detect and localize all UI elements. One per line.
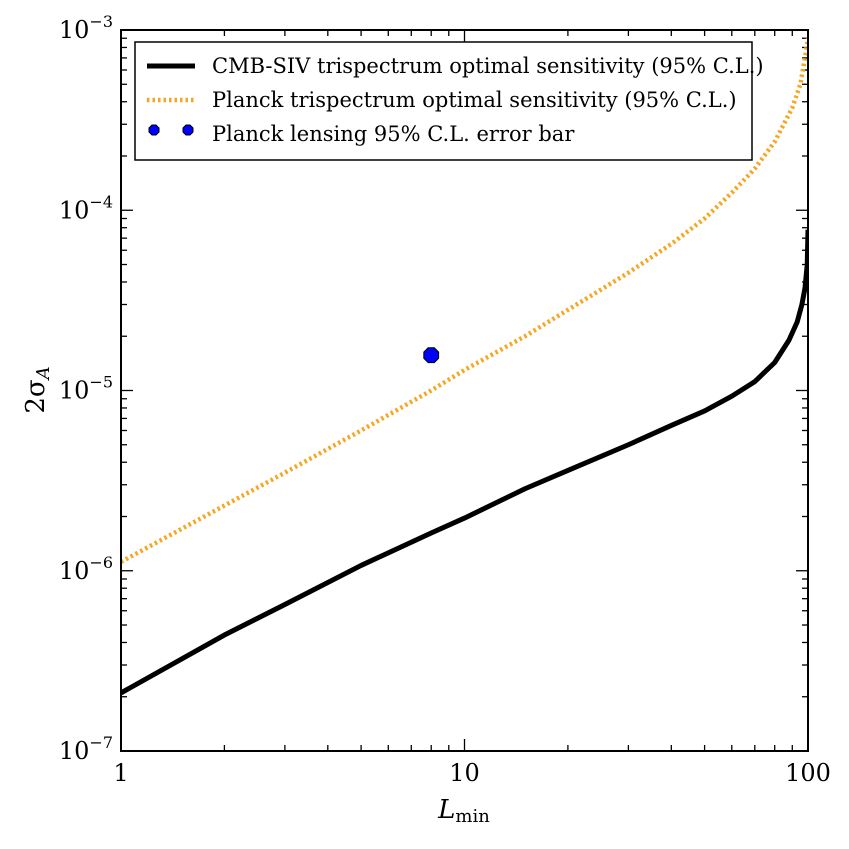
y-axis-label-sub: A (33, 366, 54, 381)
y-tick-base: 10 (59, 377, 90, 405)
y-tick-exponent: −4 (89, 192, 113, 211)
x-tick-label: 1 (113, 759, 128, 787)
x-tick-label: 100 (785, 759, 831, 787)
plot-frame (120, 29, 809, 752)
series-line-cmb-siv (121, 229, 808, 696)
x-axis-label-sub: min (455, 806, 490, 827)
legend: CMB-SIV trispectrum optimal sensitivity … (134, 41, 764, 161)
y-tick-label: 10−4 (59, 192, 113, 224)
y-tick-base: 10 (59, 16, 90, 44)
y-tick-exponent: −6 (89, 553, 113, 572)
legend-label-cmb-siv: CMB-SIV trispectrum optimal sensitivity … (212, 54, 764, 78)
y-axis-label: 2σA (21, 366, 54, 413)
legend-marker-planck-lensing-2 (182, 124, 194, 136)
series-layer (121, 37, 808, 696)
legend-marker-planck-lensing-1 (148, 124, 160, 136)
y-tick-label: 10−7 (59, 733, 113, 765)
points-layer (423, 347, 440, 364)
y-tick-base: 10 (59, 737, 90, 765)
legend-label-planck: Planck trispectrum optimal sensitivity (… (212, 88, 737, 112)
y-tick-base: 10 (59, 196, 90, 224)
y-tick-exponent: −7 (89, 733, 113, 752)
x-axis-label-main: L (437, 795, 455, 825)
x-axis-label: Lmin (437, 795, 490, 827)
y-tick-base: 10 (59, 557, 90, 585)
legend-label-planck-lensing: Planck lensing 95% C.L. error bar (212, 122, 575, 146)
planck-lensing-point (423, 347, 440, 364)
x-tick-label: 10 (449, 759, 480, 787)
y-tick-exponent: −5 (89, 373, 113, 392)
y-axis-label-prefix: 2σ (21, 379, 51, 413)
y-tick-label: 10−6 (59, 553, 113, 585)
y-tick-label: 10−3 (59, 12, 113, 44)
series-line-planck (121, 37, 808, 564)
y-tick-exponent: −3 (89, 12, 113, 31)
y-tick-label: 10−5 (59, 373, 113, 405)
legend-box (134, 41, 753, 161)
